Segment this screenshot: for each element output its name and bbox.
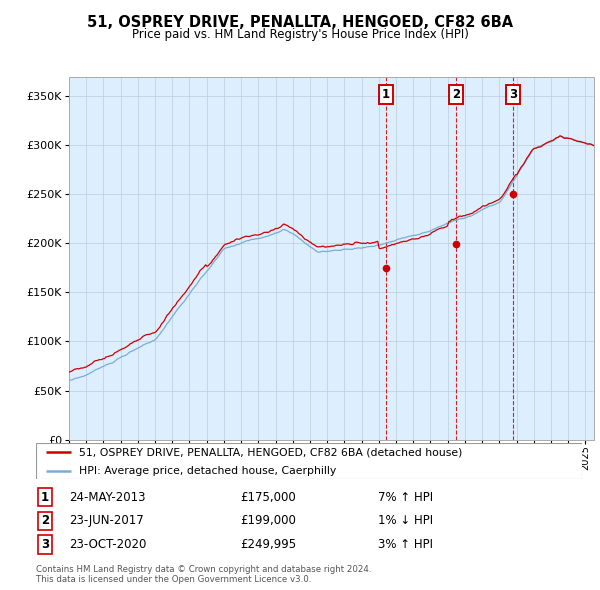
Text: £175,000: £175,000	[240, 491, 296, 504]
Text: 2: 2	[452, 88, 460, 101]
Text: 2: 2	[41, 514, 49, 527]
Text: 1: 1	[41, 491, 49, 504]
Text: 51, OSPREY DRIVE, PENALLTA, HENGOED, CF82 6BA: 51, OSPREY DRIVE, PENALLTA, HENGOED, CF8…	[87, 15, 513, 30]
Text: 1% ↓ HPI: 1% ↓ HPI	[378, 514, 433, 527]
Text: 51, OSPREY DRIVE, PENALLTA, HENGOED, CF82 6BA (detached house): 51, OSPREY DRIVE, PENALLTA, HENGOED, CF8…	[79, 447, 462, 457]
Text: Contains HM Land Registry data © Crown copyright and database right 2024.: Contains HM Land Registry data © Crown c…	[36, 565, 371, 574]
Text: This data is licensed under the Open Government Licence v3.0.: This data is licensed under the Open Gov…	[36, 575, 311, 584]
Text: 7% ↑ HPI: 7% ↑ HPI	[378, 491, 433, 504]
Text: 24-MAY-2013: 24-MAY-2013	[69, 491, 146, 504]
Text: 23-OCT-2020: 23-OCT-2020	[69, 538, 146, 551]
Text: 3% ↑ HPI: 3% ↑ HPI	[378, 538, 433, 551]
Text: 1: 1	[382, 88, 389, 101]
Text: £199,000: £199,000	[240, 514, 296, 527]
Text: 3: 3	[41, 538, 49, 551]
Text: 23-JUN-2017: 23-JUN-2017	[69, 514, 144, 527]
Text: 3: 3	[509, 88, 517, 101]
Text: Price paid vs. HM Land Registry's House Price Index (HPI): Price paid vs. HM Land Registry's House …	[131, 28, 469, 41]
Text: £249,995: £249,995	[240, 538, 296, 551]
Text: HPI: Average price, detached house, Caerphilly: HPI: Average price, detached house, Caer…	[79, 466, 336, 476]
